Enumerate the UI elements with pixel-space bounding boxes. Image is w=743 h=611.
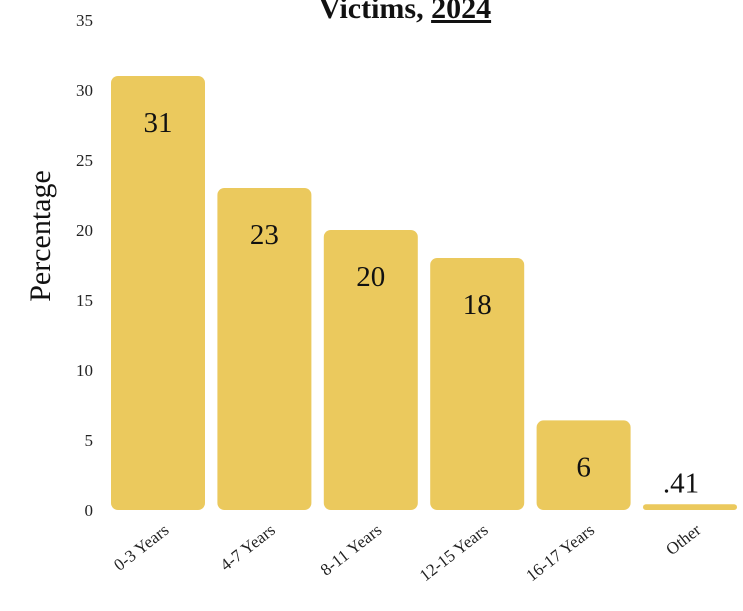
y-tick-label: 30 <box>76 81 93 100</box>
y-tick-label: 5 <box>85 431 94 450</box>
bar <box>643 504 737 510</box>
bar-value-label: 20 <box>356 261 385 293</box>
y-tick-label: 15 <box>76 291 93 310</box>
x-category-label: Other <box>662 520 704 559</box>
bar-value-label: 6 <box>576 451 591 483</box>
bar <box>217 188 312 510</box>
bars <box>111 76 737 510</box>
y-axis-ticks: 0 5 10 15 20 25 30 35 <box>76 11 93 520</box>
y-tick-label: 35 <box>76 11 93 30</box>
x-category-label: 4-7 Years <box>217 520 279 575</box>
x-category-label: 12-15 Years <box>416 520 492 585</box>
bar-value-label: 31 <box>144 107 173 139</box>
bar <box>430 258 525 510</box>
chart-title: Victims, 2024 <box>319 0 491 25</box>
bar <box>536 420 631 510</box>
bar-value-label: 23 <box>250 219 279 251</box>
chart-title-text: Victims, <box>319 0 431 25</box>
x-axis-labels: 0-3 Years 4-7 Years 8-11 Years 12-15 Years 1… <box>110 520 705 585</box>
y-tick-label: 10 <box>76 361 93 380</box>
y-tick-label: 25 <box>76 151 93 170</box>
chart-title-year: 2024 <box>431 0 491 25</box>
bar <box>323 230 418 510</box>
bar-value-label: .41 <box>663 467 699 499</box>
bar-value-label: 18 <box>463 289 492 321</box>
bar <box>111 76 205 510</box>
data-labels: 31 23 20 18 6 .41 <box>144 107 700 499</box>
x-category-label: 16-17 Years <box>522 520 598 585</box>
x-category-label: 0-3 Years <box>110 520 172 575</box>
x-category-label: 8-11 Years <box>317 520 386 579</box>
y-tick-label: 20 <box>76 221 93 240</box>
y-tick-label: 0 <box>85 501 94 520</box>
y-axis-label: Percentage <box>24 170 57 302</box>
